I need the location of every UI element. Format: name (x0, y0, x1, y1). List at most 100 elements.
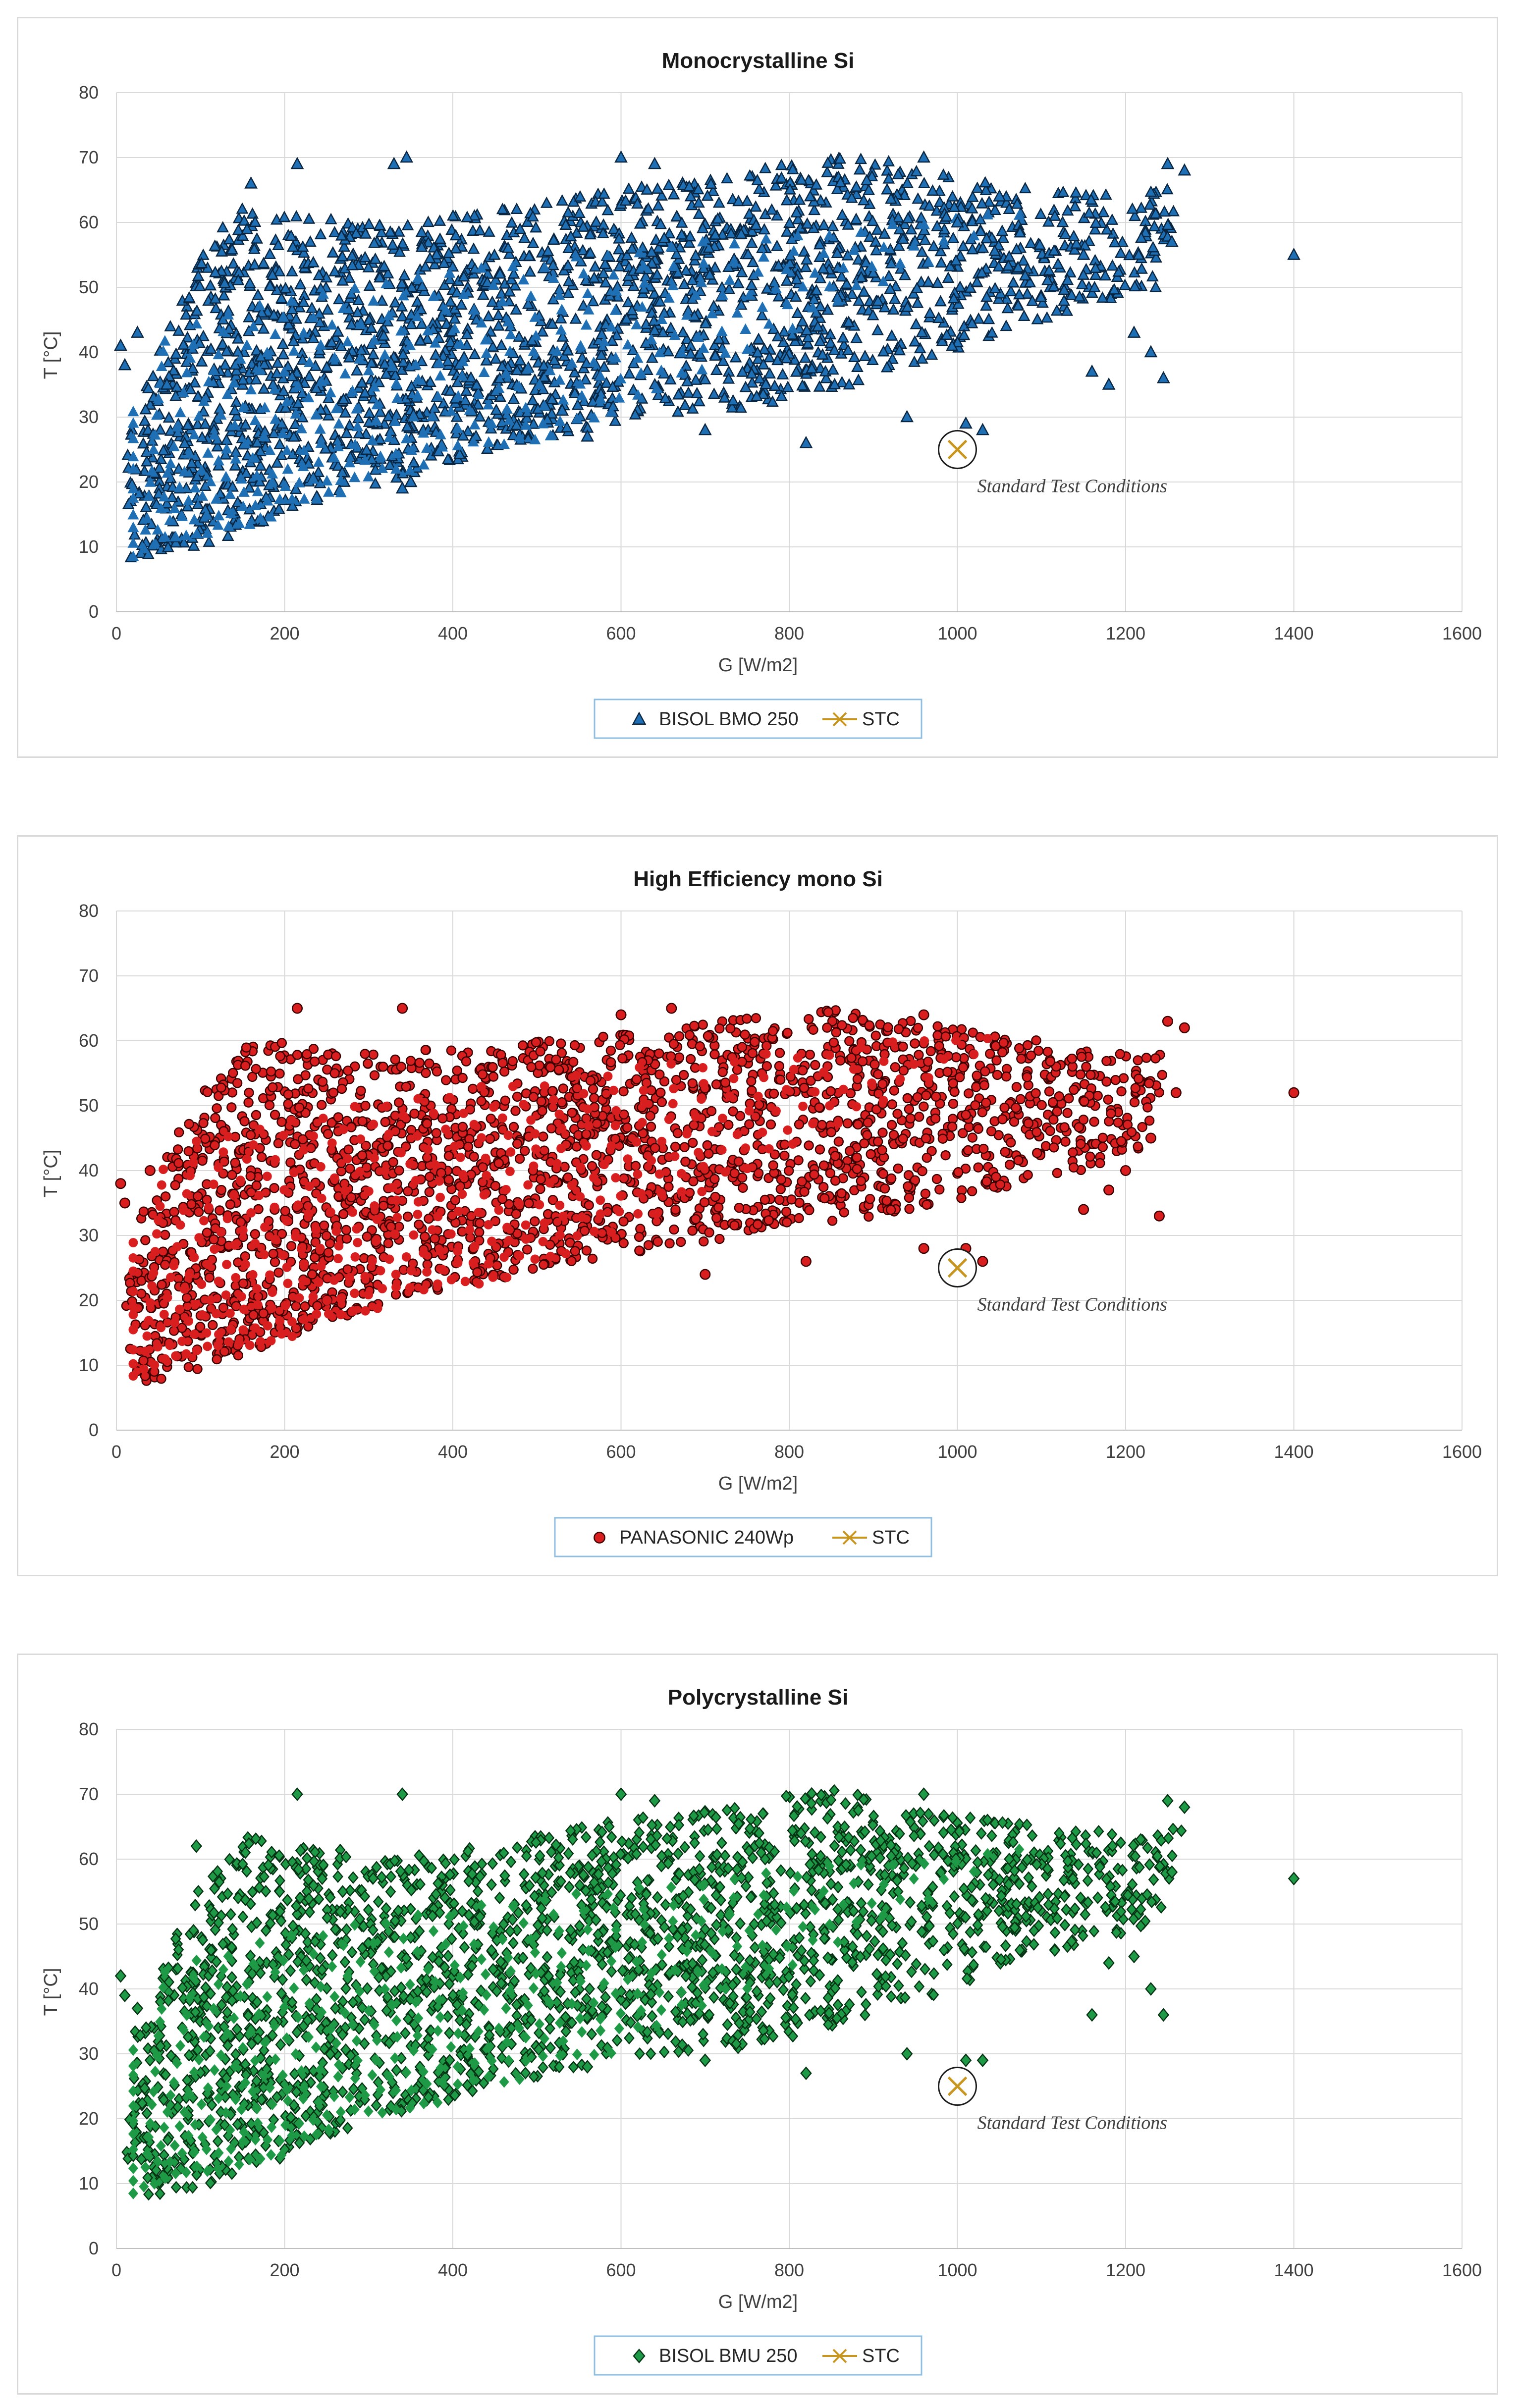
data-point (184, 1119, 194, 1129)
data-point (128, 1310, 138, 1320)
data-point (952, 297, 965, 309)
data-point (446, 1045, 457, 1056)
data-point (972, 312, 985, 324)
data-point (807, 302, 819, 313)
data-point (615, 1040, 625, 1050)
data-point (193, 1191, 203, 1202)
data-point (481, 275, 493, 287)
data-point (185, 456, 198, 468)
data-point (780, 274, 793, 286)
data-point (144, 1316, 154, 1326)
data-point (368, 295, 380, 306)
data-point (646, 1122, 656, 1132)
data-point (270, 328, 281, 339)
data-point (890, 1062, 901, 1072)
data-point (279, 401, 292, 413)
data-point (355, 343, 368, 355)
data-point (487, 340, 499, 352)
data-point (511, 1209, 521, 1219)
data-point (184, 1316, 193, 1326)
data-point (741, 194, 754, 206)
data-point (348, 1306, 358, 1316)
data-point (415, 355, 428, 367)
data-point (931, 219, 944, 231)
data-point (825, 1086, 836, 1097)
data-point (627, 357, 640, 369)
data-point (290, 210, 303, 221)
data-point (373, 271, 386, 283)
data-point (566, 1256, 577, 1266)
data-point (434, 214, 446, 226)
data-point (317, 1076, 328, 1087)
data-point (483, 436, 494, 447)
data-point (266, 268, 279, 280)
data-point (853, 1119, 864, 1130)
data-point (842, 218, 855, 230)
data-point (881, 1195, 892, 1206)
data-point (290, 312, 303, 324)
data-point (725, 227, 738, 239)
data-point (606, 334, 619, 346)
data-point (266, 1066, 276, 1077)
data-point (596, 327, 608, 339)
y-tick-label: 40 (79, 342, 99, 362)
data-point (826, 363, 839, 375)
data-point (364, 1290, 374, 1300)
legend-stc-x-icon (832, 712, 847, 727)
data-point (253, 1204, 264, 1215)
data-point (362, 1231, 372, 1242)
data-point (191, 528, 203, 538)
data-point (339, 406, 352, 418)
data-point (632, 352, 644, 363)
data-point (467, 242, 480, 254)
data-point (507, 392, 520, 404)
data-point (656, 1097, 667, 1107)
data-point (892, 239, 905, 251)
data-point-outlier (900, 410, 914, 423)
chart-panel-monocrystalline: Monocrystalline Si 0 200 400 600 800 1000 1200… (17, 17, 1498, 758)
data-point (156, 1374, 166, 1384)
data-point (156, 1323, 166, 1333)
data-point (502, 241, 514, 253)
data-point (702, 1140, 712, 1151)
data-point (860, 256, 872, 268)
data-point (450, 427, 463, 438)
data-point (947, 1122, 958, 1132)
data-point (881, 164, 894, 176)
data-point (837, 331, 850, 343)
data-point (852, 253, 865, 265)
data-point (589, 1227, 599, 1236)
data-point (226, 1325, 236, 1335)
data-point (486, 1114, 496, 1124)
data-point (588, 356, 599, 367)
data-point (231, 1273, 241, 1283)
data-point (910, 1038, 920, 1049)
data-point (538, 370, 550, 382)
data-point (197, 1280, 207, 1289)
data-point (520, 1146, 530, 1156)
data-point (225, 1308, 235, 1318)
data-point (598, 258, 611, 269)
data-point (342, 1264, 353, 1275)
data-point (239, 1304, 249, 1314)
data-point-outlier (581, 429, 595, 442)
data-point (464, 404, 476, 415)
chart-title: Monocrystalline Si (662, 49, 855, 73)
data-point (951, 336, 964, 348)
data-point (693, 331, 705, 342)
data-point (313, 307, 326, 319)
data-point-outlier (387, 157, 401, 169)
data-point (561, 344, 574, 356)
data-point (395, 325, 407, 336)
data-point (706, 184, 719, 196)
data-point (1057, 185, 1070, 197)
data-point (149, 429, 161, 440)
data-point (198, 1310, 207, 1320)
data-point (799, 261, 812, 272)
data-point (419, 1248, 429, 1258)
data-point (609, 304, 621, 315)
data-point (631, 319, 643, 329)
data-point (916, 325, 928, 337)
data-point (526, 394, 539, 406)
data-point (877, 1145, 887, 1155)
